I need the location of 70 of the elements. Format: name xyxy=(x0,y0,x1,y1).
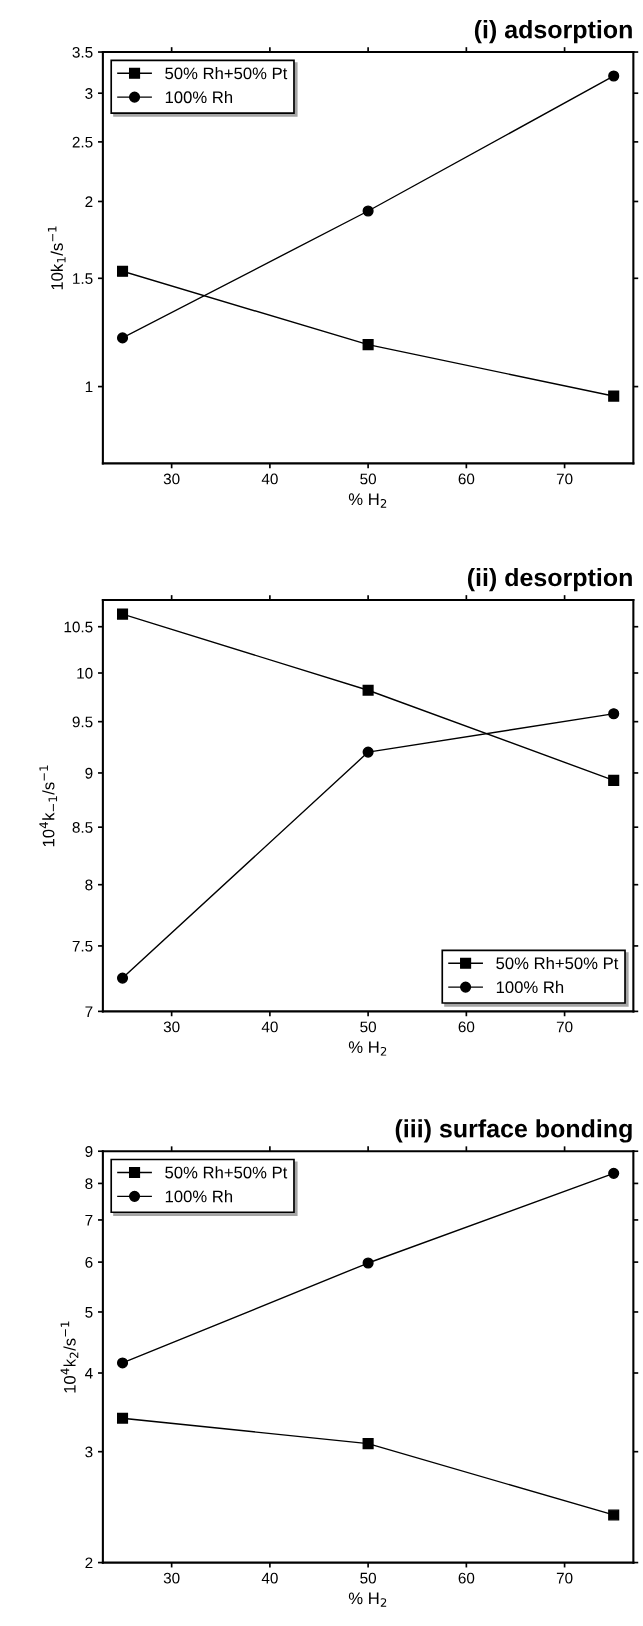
chart-title: (iii) surface bonding xyxy=(395,1119,632,1143)
point xyxy=(116,1412,129,1424)
legend-label: 50% Rh+50% Pt xyxy=(165,1166,288,1179)
y-tick-label: 6 xyxy=(85,1256,93,1268)
legend-label: 100% Rh xyxy=(496,980,564,994)
x-tick-label: 30 xyxy=(163,1021,180,1033)
x-tick-label: 70 xyxy=(556,473,573,485)
point xyxy=(608,1167,620,1179)
x-tick-label: 30 xyxy=(163,1572,180,1584)
y-tick-label: 10.5 xyxy=(64,621,93,633)
x-tick-label: 50 xyxy=(360,473,377,485)
point xyxy=(608,1509,620,1521)
point xyxy=(362,746,374,758)
chart-title: (i) adsorption xyxy=(474,20,632,44)
point xyxy=(608,390,620,402)
y-tick-label: 7.5 xyxy=(72,940,93,952)
y-tick-label: 8 xyxy=(85,879,93,891)
y-tick-label: 8 xyxy=(85,1178,93,1190)
y-axis-title: 10k$_{1}$/s$^{−1}$ xyxy=(47,226,66,290)
point xyxy=(116,1357,129,1369)
y-tick-label: 3 xyxy=(85,1446,93,1458)
x-tick-label: 70 xyxy=(556,1021,573,1033)
y-tick-label: 2 xyxy=(85,196,93,208)
legend-label: 50% Rh+50% Pt xyxy=(496,956,619,970)
legend-label: 50% Rh+50% Pt xyxy=(165,67,288,80)
point xyxy=(608,708,620,720)
x-axis-title: % H$_{2}$ xyxy=(348,493,387,508)
legend-label: 100% Rh xyxy=(165,1190,233,1203)
point xyxy=(116,332,129,344)
y-tick-label: 2 xyxy=(85,1557,93,1569)
x-tick-label: 50 xyxy=(360,1021,377,1033)
y-tick-label: 5 xyxy=(85,1307,93,1318)
y-tick-label: 8.5 xyxy=(72,822,93,833)
point xyxy=(608,774,620,786)
chart-title: (ii) desorption xyxy=(467,567,632,592)
y-tick-label: 2.5 xyxy=(72,136,93,148)
y-tick-label: 3 xyxy=(85,88,93,99)
y-axis-title: 10$^{4}$k$_{−1}$/s$^{−1}$ xyxy=(39,765,58,847)
point xyxy=(362,205,374,217)
x-axis-title: % H$_{2}$ xyxy=(348,1041,387,1056)
x-tick-label: 30 xyxy=(163,473,180,485)
point xyxy=(362,1438,374,1450)
y-tick-label: 9.5 xyxy=(72,716,93,728)
x-tick-label: 70 xyxy=(556,1572,573,1584)
y-tick-label: 3.5 xyxy=(72,46,93,58)
y-tick-label: 4 xyxy=(85,1368,93,1379)
point xyxy=(116,972,129,984)
point xyxy=(362,684,374,696)
y-tick-label: 1 xyxy=(85,381,93,393)
y-axis-title: 10$^{4}$k$_{2}$/s$^{−1}$ xyxy=(60,1321,79,1393)
legend-label: 100% Rh xyxy=(165,90,233,104)
y-tick-label: 7 xyxy=(85,1214,93,1226)
y-tick-label: 10 xyxy=(77,667,93,679)
point xyxy=(116,265,129,277)
x-tick-label: 60 xyxy=(458,1572,475,1584)
x-tick-label: 40 xyxy=(261,1021,278,1033)
y-tick-label: 9 xyxy=(85,767,93,779)
x-tick-label: 60 xyxy=(458,473,475,485)
point xyxy=(362,339,374,351)
x-tick-label: 60 xyxy=(458,1021,475,1033)
x-axis-title: % H$_{2}$ xyxy=(348,1592,387,1607)
x-tick-label: 40 xyxy=(261,473,278,485)
y-tick-label: 1.5 xyxy=(73,273,93,284)
y-tick-label: 7 xyxy=(85,1006,93,1017)
point xyxy=(116,608,129,620)
y-tick-label: 9 xyxy=(85,1146,93,1157)
x-tick-label: 50 xyxy=(360,1572,377,1584)
point xyxy=(608,70,620,82)
x-tick-label: 40 xyxy=(261,1572,278,1584)
point xyxy=(362,1257,374,1269)
